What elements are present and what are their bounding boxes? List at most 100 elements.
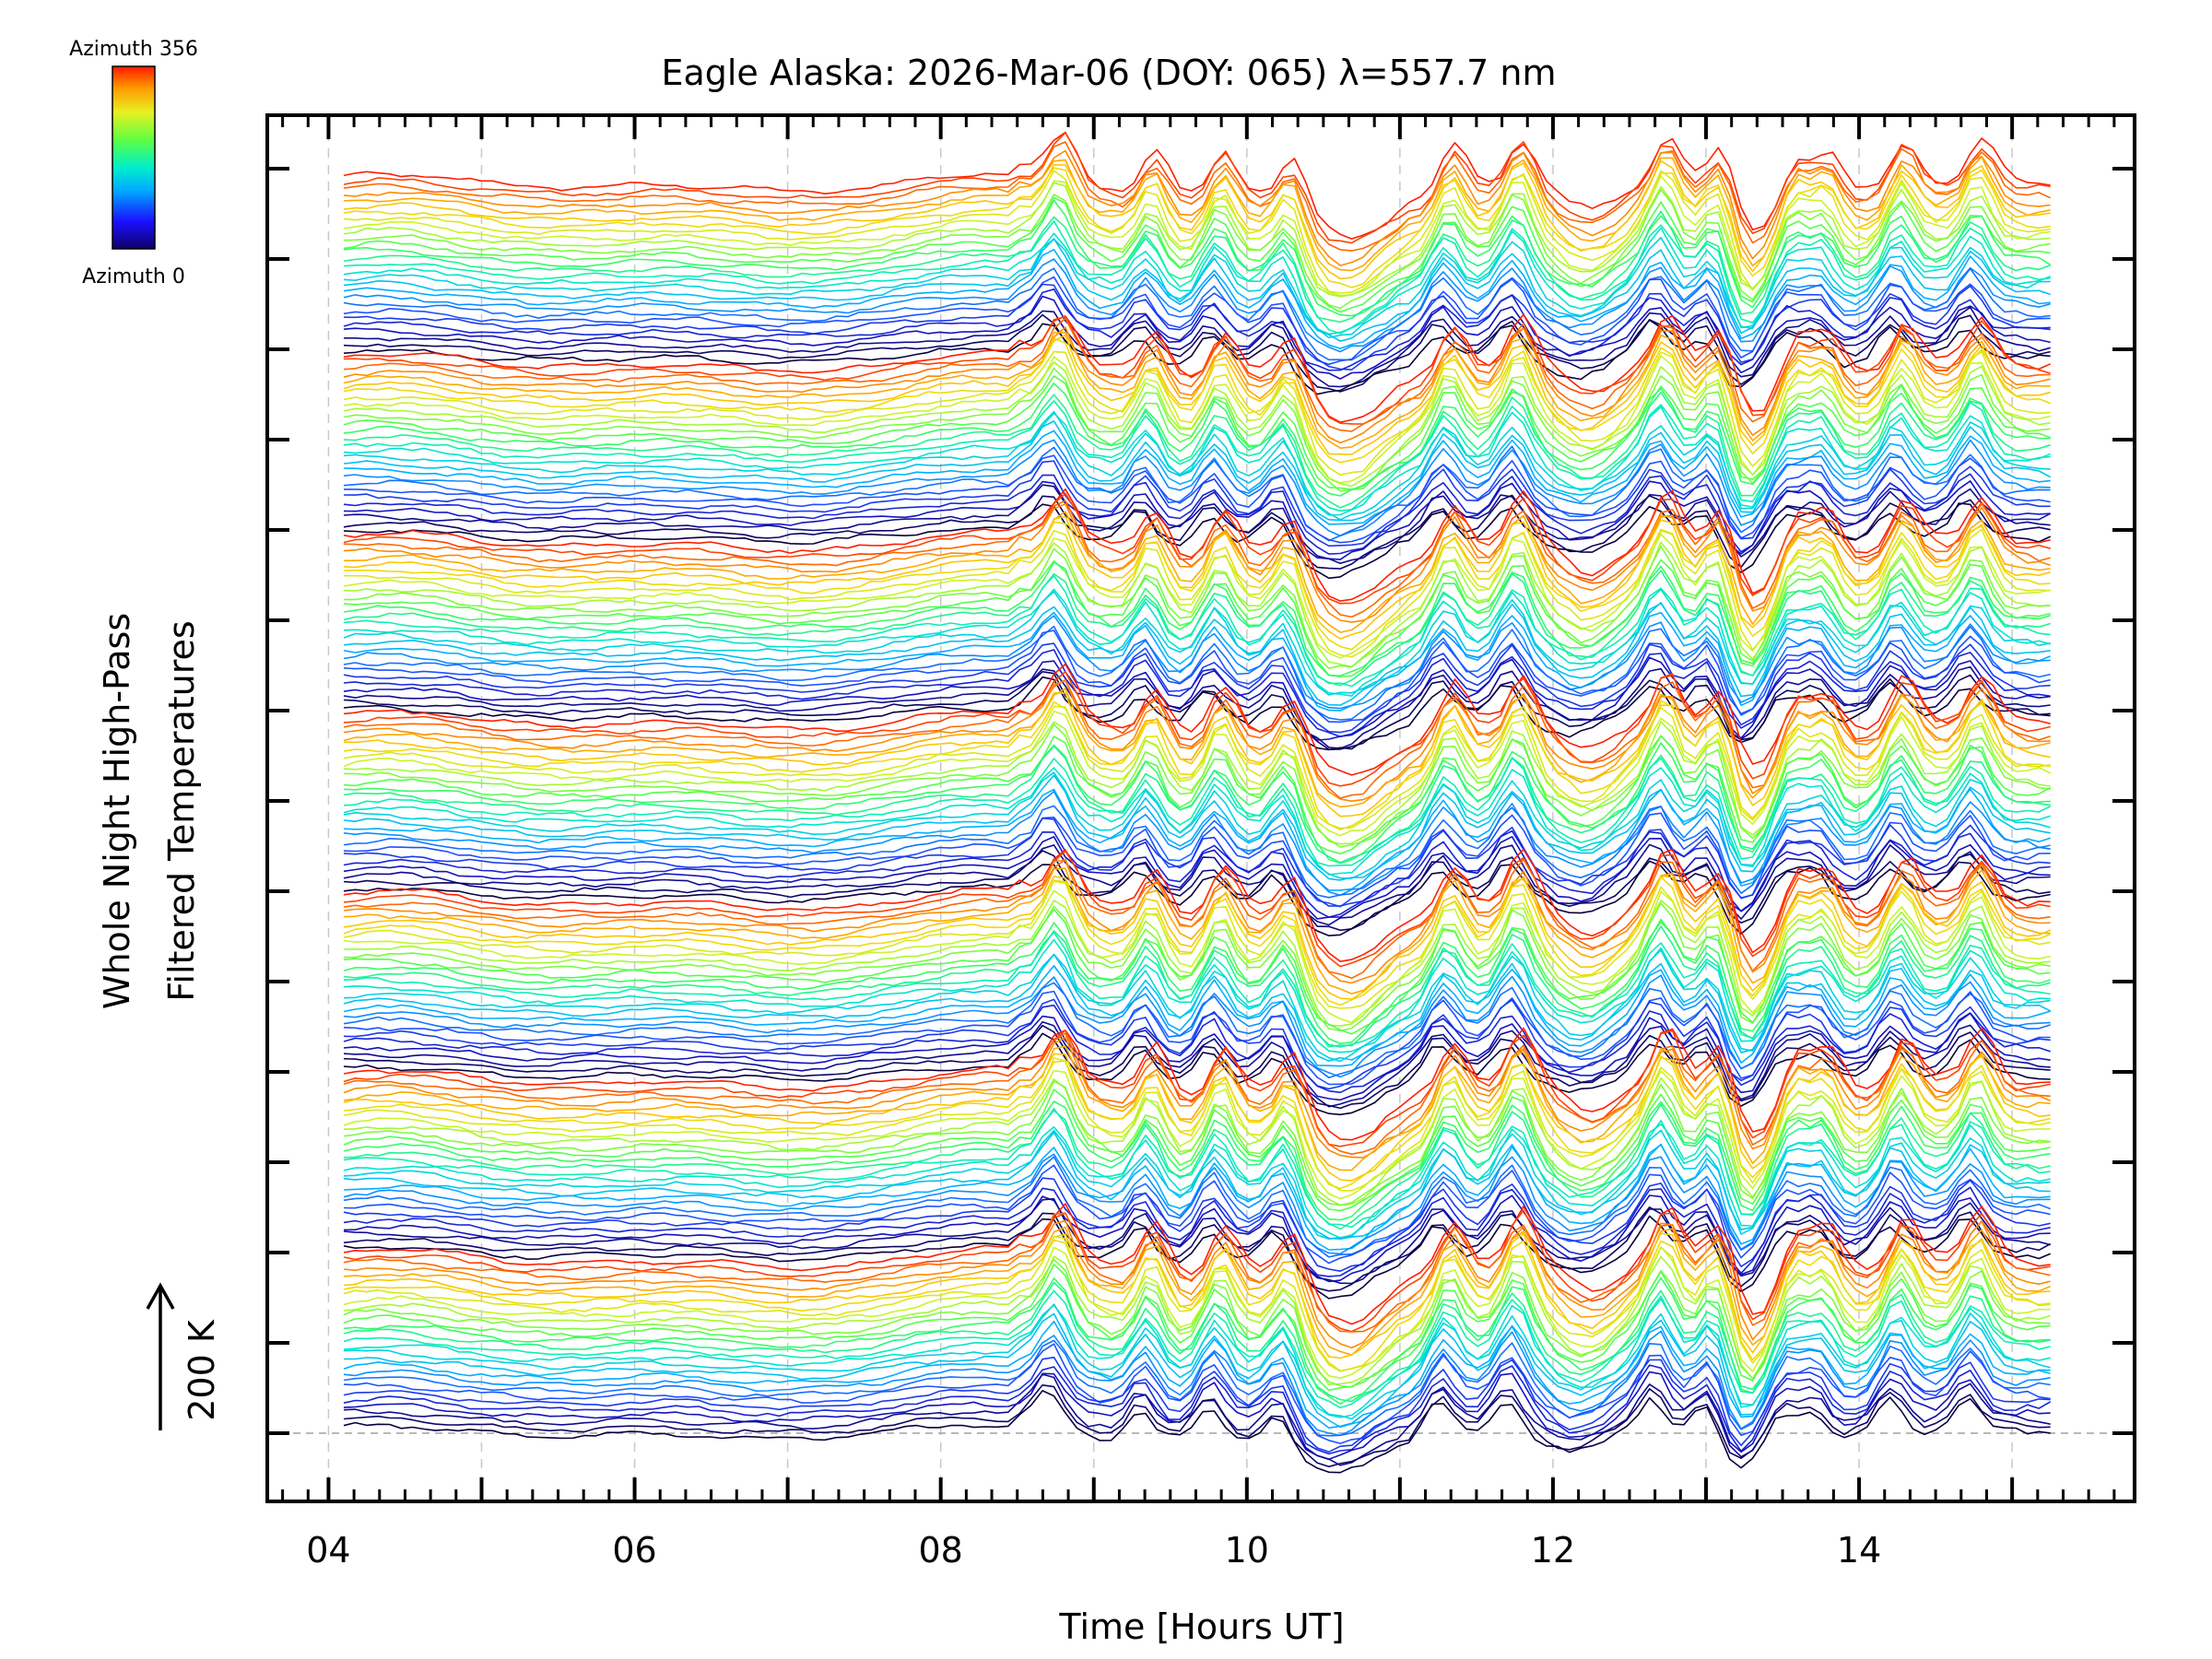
colorbar-top-label: Azimuth 356 bbox=[69, 38, 198, 61]
trace-line bbox=[343, 745, 2051, 864]
trace-line bbox=[343, 131, 2051, 240]
trace-line bbox=[343, 319, 2051, 395]
trace-line bbox=[343, 843, 2051, 926]
trace-line bbox=[343, 159, 2051, 280]
trace-line bbox=[343, 774, 2051, 881]
trace-line bbox=[343, 1264, 2051, 1392]
trace-line bbox=[343, 1390, 2051, 1474]
trace-line bbox=[343, 545, 2051, 669]
trace-line bbox=[343, 350, 2051, 477]
trace-line bbox=[344, 306, 2051, 388]
trace-line bbox=[343, 227, 2051, 335]
trace-line bbox=[343, 288, 2051, 371]
trace-line bbox=[343, 337, 2051, 464]
trace-line bbox=[343, 484, 2051, 564]
trace-line bbox=[343, 1384, 2051, 1468]
trace-line bbox=[343, 757, 2052, 867]
trace-line bbox=[343, 830, 2051, 918]
trace-line bbox=[343, 196, 2051, 313]
x-tick-label: 04 bbox=[306, 1530, 350, 1571]
trace-line bbox=[343, 182, 2051, 298]
trace-line bbox=[343, 767, 2051, 876]
trace-line bbox=[343, 1080, 2051, 1206]
trace-line bbox=[343, 141, 2052, 252]
trace-line bbox=[343, 625, 2051, 721]
trace-line bbox=[343, 561, 2051, 677]
trace-line bbox=[343, 199, 2052, 317]
trace-line bbox=[343, 1036, 2052, 1159]
trace-line bbox=[343, 1030, 2051, 1147]
trace-line bbox=[343, 541, 2051, 668]
trace-line bbox=[343, 705, 2051, 830]
trace-line bbox=[343, 676, 2051, 751]
trace-line bbox=[343, 473, 2051, 555]
trace-line bbox=[343, 889, 2051, 1024]
trace-line bbox=[343, 460, 2051, 547]
trace-line bbox=[343, 170, 2051, 294]
trace-line bbox=[343, 836, 2051, 920]
trace-line bbox=[343, 210, 2051, 324]
trace-line bbox=[343, 965, 2051, 1067]
trace-line bbox=[343, 771, 2051, 879]
trace-line bbox=[343, 515, 2051, 640]
trace-line bbox=[343, 317, 2051, 432]
trace-line bbox=[343, 313, 2052, 423]
trace-line bbox=[343, 711, 2052, 837]
chart-title: Eagle Alaska: 2026-Mar-06 (DOY: 065) λ=5… bbox=[661, 53, 1556, 93]
trace-line bbox=[343, 1020, 2051, 1108]
trace-line bbox=[343, 445, 2051, 542]
trace-line bbox=[343, 974, 2051, 1078]
trace-line bbox=[343, 313, 2051, 393]
trace-line bbox=[343, 575, 2051, 688]
trace-line bbox=[343, 918, 2051, 1044]
trace-line bbox=[343, 858, 2051, 980]
trace-line bbox=[343, 1027, 2051, 1141]
trace-line bbox=[343, 528, 2051, 658]
trace-line bbox=[343, 998, 2051, 1090]
trace-line bbox=[343, 1232, 2051, 1359]
trace-line bbox=[343, 875, 2052, 1000]
trace-line bbox=[343, 283, 2051, 371]
trace-line bbox=[343, 392, 2051, 509]
trace-line bbox=[343, 665, 2051, 749]
trace-line bbox=[343, 1289, 2051, 1409]
trace-line bbox=[343, 533, 2051, 659]
trace-line bbox=[343, 492, 2051, 605]
trace-line bbox=[343, 1239, 2051, 1372]
trace-line bbox=[343, 688, 2051, 808]
trace-line bbox=[343, 295, 2051, 380]
trace-line bbox=[343, 1339, 2051, 1437]
trace-line bbox=[343, 1320, 2051, 1430]
trace-line bbox=[343, 511, 2051, 633]
trace-line bbox=[343, 1024, 2051, 1110]
trace-line bbox=[343, 982, 2051, 1078]
y-axis-label-line2: Filtered Temperatures bbox=[161, 620, 202, 1001]
trace-line bbox=[343, 502, 2052, 580]
trace-line bbox=[343, 671, 2051, 787]
trace-line bbox=[343, 1206, 2052, 1292]
trace-line bbox=[343, 1164, 2051, 1265]
trace-line bbox=[343, 355, 2051, 484]
trace-line bbox=[343, 735, 2052, 855]
trace-line bbox=[343, 1053, 2051, 1182]
trace-line bbox=[343, 1219, 2051, 1349]
trace-line bbox=[343, 1057, 2051, 1192]
trace-line bbox=[343, 848, 2051, 962]
trace-line bbox=[343, 1156, 2051, 1258]
traces bbox=[343, 131, 2052, 1474]
trace-line bbox=[343, 167, 2051, 288]
trace-line bbox=[343, 850, 2051, 932]
trace-line bbox=[343, 818, 2051, 907]
trace-line bbox=[343, 850, 2051, 968]
scale-label: 200 K bbox=[182, 1319, 222, 1421]
x-tick-label: 12 bbox=[1531, 1530, 1575, 1571]
trace-line bbox=[343, 1153, 2051, 1255]
trace-line bbox=[343, 880, 2051, 1009]
trace-line bbox=[343, 480, 2052, 560]
trace-line bbox=[343, 867, 2051, 994]
trace-line bbox=[343, 429, 2051, 525]
trace-line bbox=[343, 382, 2051, 497]
trace-line bbox=[343, 1364, 2052, 1455]
trace-line bbox=[343, 1032, 2051, 1116]
trace-line bbox=[343, 238, 2051, 342]
